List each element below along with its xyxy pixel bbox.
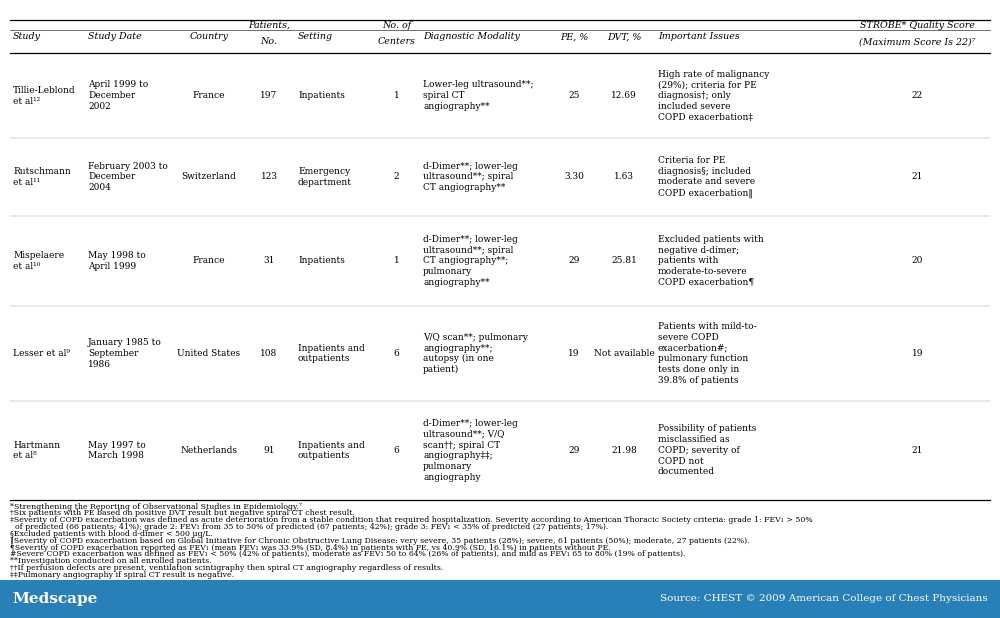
Text: Rutschmann
et al¹¹: Rutschmann et al¹¹ — [13, 167, 71, 187]
Text: 1.63: 1.63 — [614, 172, 634, 181]
Text: 31: 31 — [263, 256, 275, 265]
Text: 1: 1 — [394, 256, 399, 265]
Text: Mispelaere
et al¹⁰: Mispelaere et al¹⁰ — [13, 251, 64, 271]
Text: 3.30: 3.30 — [564, 172, 584, 181]
Text: No. of: No. of — [382, 21, 411, 30]
Text: ††If perfusion defects are present, ventilation scintigraphy then spiral CT angi: ††If perfusion defects are present, vent… — [10, 564, 443, 572]
Text: 12.69: 12.69 — [611, 91, 637, 100]
Text: Netherlands: Netherlands — [180, 446, 238, 455]
Text: 20: 20 — [912, 256, 923, 265]
Text: 91: 91 — [263, 446, 275, 455]
Text: ¶Severity of COPD exacerbation reported as FEV₁ (mean FEV₁ was 33.9% (SD, 8.4%) : ¶Severity of COPD exacerbation reported … — [10, 544, 611, 552]
Text: May 1997 to
March 1998: May 1997 to March 1998 — [88, 441, 146, 460]
Text: 19: 19 — [912, 349, 923, 358]
Text: d-Dimer**; lower-leg
ultrasound**; V/Q
scan††; spiral CT
angiography‡‡;
pulmonar: d-Dimer**; lower-leg ultrasound**; V/Q s… — [423, 419, 518, 482]
Text: Lesser et al⁹: Lesser et al⁹ — [13, 349, 70, 358]
Text: ‖Severity of COPD exacerbation based on Global Initiative for Chronic Obstructiv: ‖Severity of COPD exacerbation based on … — [10, 537, 750, 545]
Text: 6: 6 — [394, 446, 399, 455]
Text: Inpatients and
outpatients: Inpatients and outpatients — [298, 441, 365, 460]
Text: Tillie-Leblond
et al¹²: Tillie-Leblond et al¹² — [13, 86, 76, 106]
Text: **Investigation conducted on all enrolled patients.: **Investigation conducted on all enrolle… — [10, 557, 212, 565]
Text: 19: 19 — [568, 349, 580, 358]
Text: 197: 197 — [260, 91, 278, 100]
Text: 29: 29 — [568, 256, 580, 265]
Text: ‡Severity of COPD exacerbation was defined as acute deterioration from a stable : ‡Severity of COPD exacerbation was defin… — [10, 516, 813, 524]
FancyBboxPatch shape — [0, 580, 1000, 618]
Text: #Severe COPD exacerbation was defined as FEV₁ < 50% (42% of patients), moderate : #Severe COPD exacerbation was defined as… — [10, 551, 686, 559]
Text: of predicted (66 patients; 41%); grade 2: FEV₁ from 35 to 50% of predicted (67 p: of predicted (66 patients; 41%); grade 2… — [10, 523, 608, 531]
Text: 1: 1 — [394, 91, 399, 100]
Text: Medscape: Medscape — [12, 592, 97, 606]
Text: Patients with mild-to-
severe COPD
exacerbation#;
pulmonary function
tests done : Patients with mild-to- severe COPD exace… — [658, 322, 757, 385]
Text: Patients,: Patients, — [248, 21, 290, 30]
Text: Hartmann
et al⁸: Hartmann et al⁸ — [13, 441, 60, 460]
Text: (Maximum Score Is 22)⁷: (Maximum Score Is 22)⁷ — [859, 37, 976, 46]
Text: Inpatients: Inpatients — [298, 256, 345, 265]
Text: *Strengthening the Reporting of Observational Studies in Epidemiology.⁷: *Strengthening the Reporting of Observat… — [10, 502, 302, 510]
Text: Emergency
department: Emergency department — [298, 167, 352, 187]
Text: France: France — [193, 91, 225, 100]
Text: Setting: Setting — [298, 32, 333, 41]
Text: Excluded patients with
negative d-dimer;
patients with
moderate-to-severe
COPD e: Excluded patients with negative d-dimer;… — [658, 235, 764, 287]
Text: United States: United States — [177, 349, 241, 358]
Text: PE, %: PE, % — [560, 32, 588, 41]
Text: Important Issues: Important Issues — [658, 32, 740, 41]
Text: Inpatients and
outpatients: Inpatients and outpatients — [298, 344, 365, 363]
Text: Centers: Centers — [378, 37, 415, 46]
Text: Inpatients: Inpatients — [298, 91, 345, 100]
Text: Possibility of patients
misclassified as
COPD; severity of
COPD not
documented: Possibility of patients misclassified as… — [658, 425, 756, 476]
Text: d-Dimer**; lower-leg
ultrasound**; spiral
CT angiography**: d-Dimer**; lower-leg ultrasound**; spira… — [423, 161, 518, 192]
Text: d-Dimer**; lower-leg
ultrasound**; spiral
CT angiography**;
pulmonary
angiograph: d-Dimer**; lower-leg ultrasound**; spira… — [423, 235, 518, 287]
Text: 22: 22 — [912, 91, 923, 100]
Text: Study: Study — [13, 32, 41, 41]
Text: Criteria for PE
diagnosis§; included
moderate and severe
COPD exacerbation‖: Criteria for PE diagnosis§; included mod… — [658, 156, 755, 198]
Text: 21.98: 21.98 — [611, 446, 637, 455]
Text: 25: 25 — [568, 91, 580, 100]
Text: Not available: Not available — [594, 349, 654, 358]
Text: 108: 108 — [260, 349, 278, 358]
Text: France: France — [193, 256, 225, 265]
Text: Diagnostic Modality: Diagnostic Modality — [423, 32, 520, 41]
Text: No.: No. — [260, 37, 278, 46]
Text: V/Q scan**; pulmonary
angiography**;
autopsy (in one
patient): V/Q scan**; pulmonary angiography**; aut… — [423, 333, 528, 375]
Text: April 1999 to
December
2002: April 1999 to December 2002 — [88, 80, 148, 111]
Text: 6: 6 — [394, 349, 399, 358]
Text: 21: 21 — [912, 172, 923, 181]
Text: 2: 2 — [394, 172, 399, 181]
Text: 21: 21 — [912, 446, 923, 455]
Text: High rate of malignancy
(29%); criteria for PE
diagnosis†; only
included severe
: High rate of malignancy (29%); criteria … — [658, 70, 769, 122]
Text: 29: 29 — [568, 446, 580, 455]
Text: May 1998 to
April 1999: May 1998 to April 1999 — [88, 251, 146, 271]
Text: Country: Country — [190, 32, 228, 41]
Text: 123: 123 — [260, 172, 278, 181]
Text: ‡‡Pulmonary angiography if spiral CT result is negative.: ‡‡Pulmonary angiography if spiral CT res… — [10, 571, 234, 579]
Text: Switzerland: Switzerland — [182, 172, 236, 181]
Text: Study Date: Study Date — [88, 32, 142, 41]
Text: January 1985 to
September
1986: January 1985 to September 1986 — [88, 339, 162, 369]
Text: 25.81: 25.81 — [611, 256, 637, 265]
Text: DVT, %: DVT, % — [607, 32, 641, 41]
Text: STROBE* Quality Score: STROBE* Quality Score — [860, 21, 975, 30]
Text: Lower-leg ultrasound**;
spiral CT
angiography**: Lower-leg ultrasound**; spiral CT angiog… — [423, 80, 534, 111]
Text: §Excluded patients with blood d-dimer < 500 μg/L.: §Excluded patients with blood d-dimer < … — [10, 530, 213, 538]
Text: †Six patients with PE based on positive DVT result but negative spiral CT chest : †Six patients with PE based on positive … — [10, 509, 355, 517]
Text: Source: CHEST © 2009 American College of Chest Physicians: Source: CHEST © 2009 American College of… — [660, 595, 988, 603]
Text: February 2003 to
December
2004: February 2003 to December 2004 — [88, 161, 168, 192]
